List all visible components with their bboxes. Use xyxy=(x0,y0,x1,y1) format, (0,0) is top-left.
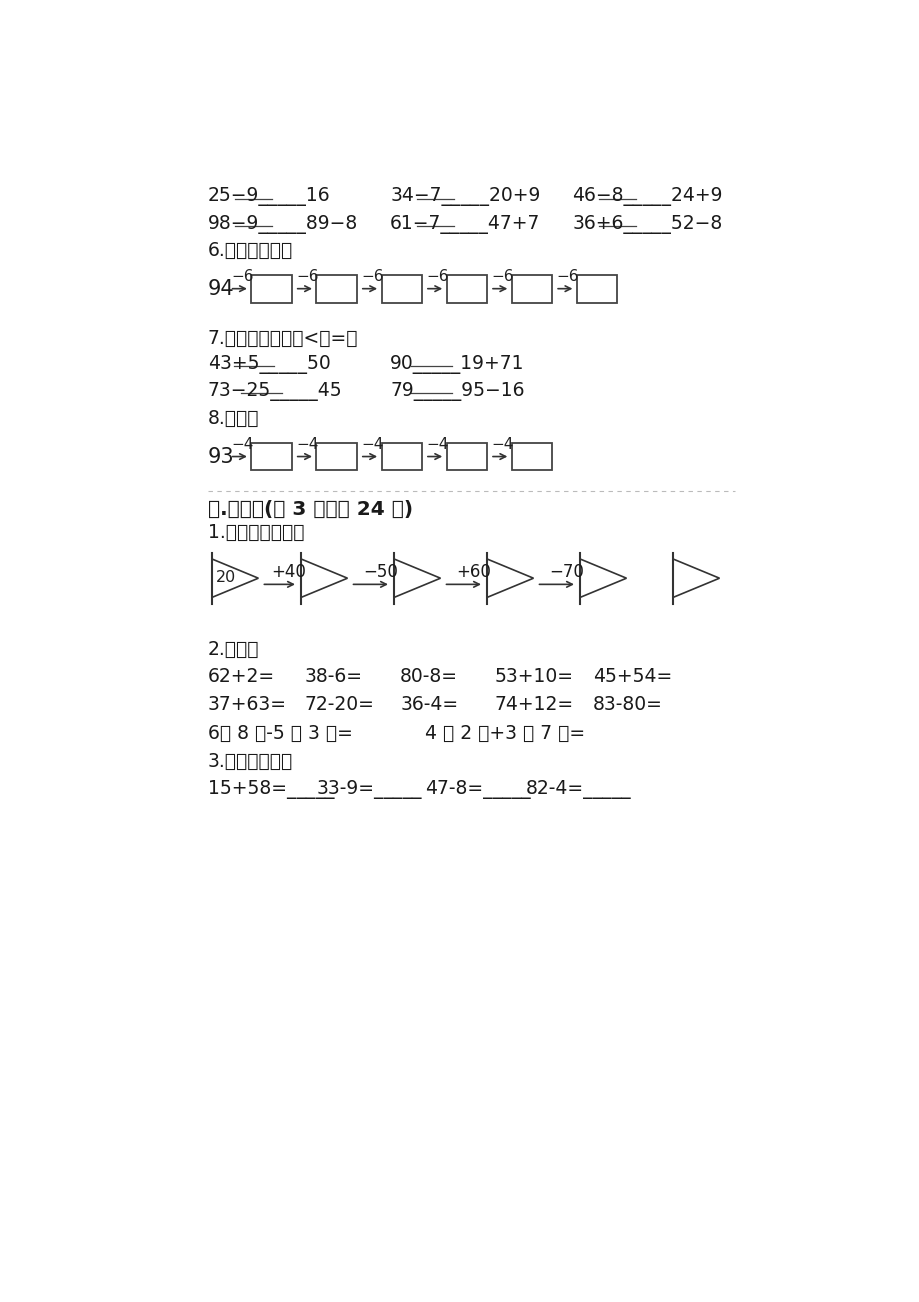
Bar xyxy=(251,443,291,470)
Text: 4 元 2 角+3 元 7 角=: 4 元 2 角+3 元 7 角= xyxy=(425,724,584,743)
Text: 25−9_____16: 25−9_____16 xyxy=(208,186,330,206)
Text: 四.计算题(共 3 题，共 24 分): 四.计算题(共 3 题，共 24 分) xyxy=(208,500,413,518)
Text: −70: −70 xyxy=(549,562,584,581)
Text: −6: −6 xyxy=(231,268,254,284)
Text: 34−7_____20+9: 34−7_____20+9 xyxy=(390,186,540,206)
Bar xyxy=(511,275,551,302)
Text: 74+12=: 74+12= xyxy=(494,695,573,713)
Bar xyxy=(381,275,422,302)
Text: 36+6_____52−8: 36+6_____52−8 xyxy=(572,215,721,233)
Text: 62+2=: 62+2= xyxy=(208,667,275,686)
Text: 80-8=: 80-8= xyxy=(400,667,458,686)
Bar xyxy=(316,275,357,302)
Text: 98−9_____89−8: 98−9_____89−8 xyxy=(208,215,357,233)
Text: 20: 20 xyxy=(216,570,236,585)
Text: −6: −6 xyxy=(296,268,319,284)
Text: 36-4=: 36-4= xyxy=(400,695,458,713)
Text: 33-9=_____: 33-9=_____ xyxy=(316,780,422,798)
Polygon shape xyxy=(486,559,533,598)
Text: 2.口算。: 2.口算。 xyxy=(208,639,259,659)
Text: 79_____95−16: 79_____95−16 xyxy=(390,381,524,401)
Polygon shape xyxy=(301,559,347,598)
Text: 46−8_____24+9: 46−8_____24+9 xyxy=(572,186,722,206)
Text: 93: 93 xyxy=(208,447,234,466)
Bar xyxy=(576,275,617,302)
Text: 7.在横线上填》、<或=。: 7.在横线上填》、<或=。 xyxy=(208,329,358,348)
Text: −50: −50 xyxy=(363,562,397,581)
Polygon shape xyxy=(393,559,440,598)
Text: 90_____19+71: 90_____19+71 xyxy=(390,354,524,374)
Text: −6: −6 xyxy=(556,268,579,284)
Text: 8.填数。: 8.填数。 xyxy=(208,409,259,427)
Text: 47-8=_____: 47-8=_____ xyxy=(425,780,530,798)
Bar xyxy=(316,443,357,470)
Text: 3.用竖式计算。: 3.用竖式计算。 xyxy=(208,753,293,771)
Text: 53+10=: 53+10= xyxy=(494,667,573,686)
Text: 61−7_____47+7: 61−7_____47+7 xyxy=(390,215,540,233)
Text: −4: −4 xyxy=(491,436,514,452)
Text: 6元 8 角-5 元 3 角=: 6元 8 角-5 元 3 角= xyxy=(208,724,353,743)
Text: 72-20=: 72-20= xyxy=(304,695,374,713)
Bar xyxy=(251,275,291,302)
Bar xyxy=(447,443,486,470)
Bar xyxy=(447,275,486,302)
Polygon shape xyxy=(673,559,719,598)
Text: 73−25_____45: 73−25_____45 xyxy=(208,381,342,401)
Bar xyxy=(381,443,422,470)
Text: −6: −6 xyxy=(361,268,383,284)
Polygon shape xyxy=(211,559,258,598)
Text: 43+5_____50: 43+5_____50 xyxy=(208,354,331,374)
Text: −6: −6 xyxy=(426,268,448,284)
Text: −4: −4 xyxy=(361,436,383,452)
Bar xyxy=(511,443,551,470)
Text: −4: −4 xyxy=(296,436,318,452)
Text: 82-4=_____: 82-4=_____ xyxy=(525,780,630,798)
Polygon shape xyxy=(579,559,626,598)
Text: 94: 94 xyxy=(208,279,234,298)
Text: −6: −6 xyxy=(491,268,514,284)
Text: 45+54=: 45+54= xyxy=(593,667,672,686)
Text: 15+58=_____: 15+58=_____ xyxy=(208,780,335,798)
Text: 1.把旗子传下去。: 1.把旗子传下去。 xyxy=(208,522,304,542)
Text: 83-80=: 83-80= xyxy=(593,695,663,713)
Text: 37+63=: 37+63= xyxy=(208,695,287,713)
Text: 38-6=: 38-6= xyxy=(304,667,362,686)
Text: 6.方框里填数。: 6.方框里填数。 xyxy=(208,241,293,259)
Text: +60: +60 xyxy=(456,562,491,581)
Text: +40: +40 xyxy=(271,562,306,581)
Text: −4: −4 xyxy=(426,436,448,452)
Text: −4: −4 xyxy=(231,436,254,452)
